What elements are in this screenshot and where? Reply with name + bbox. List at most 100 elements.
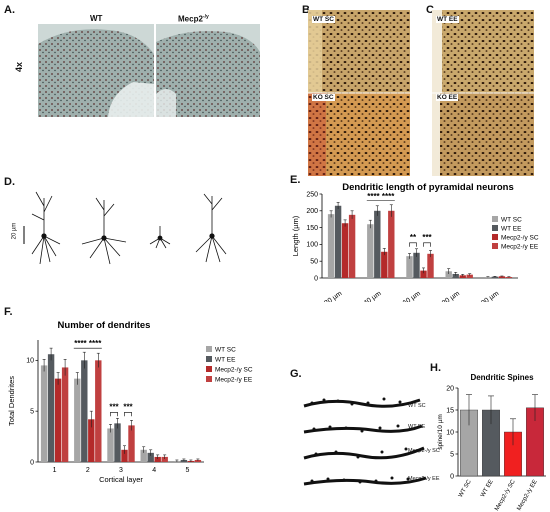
legend-swatch <box>492 216 498 222</box>
x-tick-label: WT SC <box>458 478 473 498</box>
y-tick-label: 5 <box>450 451 454 458</box>
y-tick-label: 10 <box>26 358 34 365</box>
legend-label: WT SC <box>501 217 522 224</box>
bar <box>161 456 168 462</box>
legend-label: Mecp2-/y EE <box>215 377 253 384</box>
x-tick-label: Mecp2-/y EE <box>516 479 538 512</box>
y-tick-label: 10 <box>446 429 454 436</box>
chart-dendritic-length: Dendritic length of pyramidal neurons 0 50… <box>291 182 539 302</box>
panel-g-row-label: WT EE <box>408 424 426 430</box>
significance-bracket <box>110 411 132 417</box>
panel-c-image <box>432 10 534 176</box>
bar <box>466 274 473 278</box>
y-tick-label: 0 <box>450 473 454 480</box>
legend-swatch <box>492 225 498 231</box>
bar <box>140 449 147 462</box>
panel-a-image-wt <box>38 24 154 117</box>
legend-swatch <box>206 346 212 352</box>
bar <box>374 210 381 278</box>
x-tick-label: 3 <box>119 467 123 474</box>
bar <box>47 354 55 462</box>
panel-g-spines <box>303 397 427 486</box>
neuron-2 <box>81 197 127 265</box>
panel-c-top-label: WT EE <box>436 16 459 23</box>
panel-g-row-label: Mecp2-/y EE <box>408 476 440 482</box>
neuron-4 <box>195 193 227 263</box>
bar <box>452 273 459 278</box>
bar <box>121 449 128 462</box>
bar <box>54 378 62 462</box>
chart-title: Number of dendrites <box>58 320 151 331</box>
bar <box>147 452 154 462</box>
chart-title: Dendritic Spines <box>470 373 534 382</box>
bar <box>505 276 513 278</box>
neuron-1 <box>31 191 61 265</box>
significance-stars: **** **** <box>74 339 102 348</box>
bar <box>413 252 420 278</box>
bar <box>95 360 102 462</box>
significance-stars: *** <box>123 402 133 411</box>
bar <box>128 425 135 462</box>
bar <box>459 275 466 278</box>
bar <box>81 360 88 462</box>
bar <box>420 270 427 278</box>
panel-a-image-mecp2 <box>156 24 260 117</box>
panel-d-neurons <box>23 191 227 265</box>
panel-f-label: F. <box>4 306 13 318</box>
legend-label: WT EE <box>215 357 236 364</box>
x-tick-label: WT EE <box>480 479 495 498</box>
legend-swatch <box>206 356 212 362</box>
panel-e-label: E. <box>290 174 301 186</box>
bar <box>381 251 388 278</box>
y-tick-label: 100 <box>306 242 318 249</box>
legend-swatch <box>492 243 498 249</box>
significance-stars: *** <box>109 402 119 411</box>
bar <box>388 210 395 278</box>
x-tick-label: 0-20 µm <box>318 290 343 302</box>
legend-label: WT EE <box>501 226 522 233</box>
bar <box>107 428 114 462</box>
legend-label: Mecp2-/y SC <box>501 235 539 242</box>
significance-stars: ** <box>410 233 417 242</box>
y-tick-label: 20 <box>446 385 454 392</box>
legend-label: Mecp2-/y EE <box>501 244 539 251</box>
panel-b-top-label: WT SC <box>312 16 335 23</box>
x-tick-label: 2 <box>86 467 90 474</box>
bar <box>334 205 342 278</box>
panel-d-scale-label: 20 µm <box>11 222 18 240</box>
y-tick-label: 250 <box>306 191 318 198</box>
panel-a-mecp2-label: Mecp2-/y <box>178 14 209 24</box>
y-tick-label: 0 <box>30 459 34 466</box>
bar <box>367 224 374 278</box>
chart-number-of-dendrites: Number of dendrites 0 5 10 Total Dendrites Co… <box>7 320 253 484</box>
bar <box>406 256 413 278</box>
y-tick-label: 0 <box>314 275 318 282</box>
x-tick-label: 20-40 µm <box>354 290 382 302</box>
significance-bracket <box>409 242 431 247</box>
bar <box>327 214 335 278</box>
bar <box>74 378 81 462</box>
significance-stars: *** <box>422 233 432 242</box>
panel-b-bottom-label: KO SC <box>312 94 335 101</box>
y-axis-label: Total Dendrites <box>7 376 16 426</box>
panel-b-label: B. <box>302 4 313 16</box>
bar <box>348 214 356 278</box>
x-tick-label: 5 <box>185 467 189 474</box>
bar <box>341 223 349 278</box>
legend-swatch <box>206 376 212 382</box>
bar <box>88 419 95 462</box>
bar <box>114 423 121 462</box>
x-axis-label: Cortical layer <box>99 475 143 484</box>
panel-b-image <box>308 10 410 176</box>
legend-label: WT SC <box>215 347 236 354</box>
bar <box>498 276 506 278</box>
x-tick-label: 60-80 µm <box>433 290 461 302</box>
panel-g-row-label: Mecp2-/y SC <box>408 448 440 454</box>
chart-title: Dendritic length of pyramidal neurons <box>342 182 514 193</box>
x-tick-label: 1 <box>53 467 57 474</box>
panel-c-label: C. <box>426 4 437 16</box>
legend-swatch <box>206 366 212 372</box>
y-tick-label: 50 <box>310 259 318 266</box>
panel-g-label: G. <box>290 368 302 380</box>
bar <box>154 456 161 462</box>
